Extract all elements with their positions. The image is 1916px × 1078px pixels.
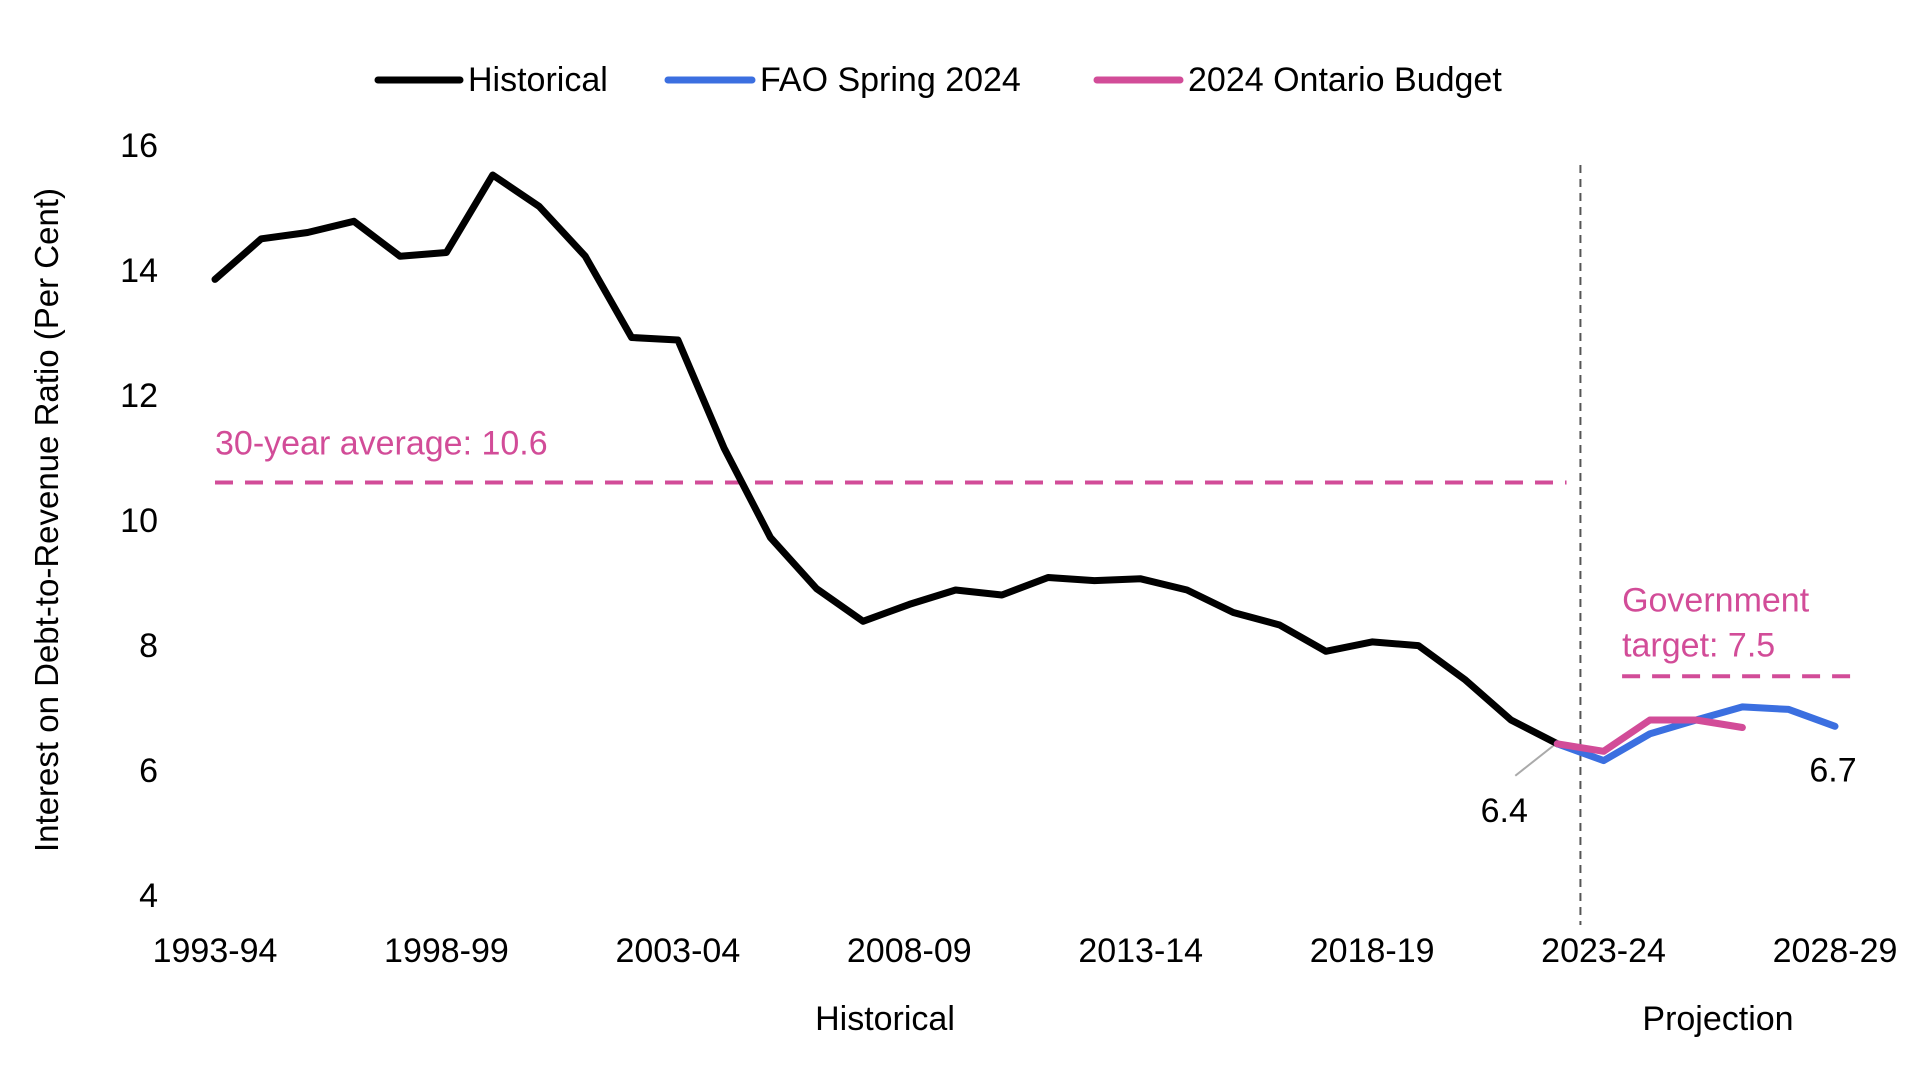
y-tick-label: 12 (120, 377, 158, 415)
series-line-historical (211, 171, 1561, 748)
section-label-projection: Projection (1642, 1000, 1793, 1038)
x-tick-label: 2013-14 (1078, 932, 1203, 970)
average-reference-label: 30-year average: 10.6 (215, 425, 548, 463)
series-layer (211, 171, 1839, 765)
legend-label-fao: FAO Spring 2024 (760, 61, 1021, 99)
annotation-leader-6-4 (1514, 744, 1554, 777)
x-tick-label: 1993-94 (153, 932, 278, 970)
x-tick-label: 2018-19 (1310, 932, 1435, 970)
x-tick-label: 2003-04 (615, 932, 740, 970)
y-tick-label: 14 (120, 252, 158, 290)
y-tick-label: 10 (120, 502, 158, 540)
legend-label-budget: 2024 Ontario Budget (1188, 61, 1502, 99)
series-line-ontario-budget (1553, 716, 1746, 755)
y-tick-label: 16 (120, 127, 158, 165)
x-axis-ticks: 1993-94 1998-99 2003-04 2008-09 2013-14 2018-… (153, 932, 1898, 970)
target-reference-label-line1: Government (1622, 581, 1810, 619)
target-reference-label-line2: target: 7.5 (1622, 626, 1775, 664)
y-axis-title: Interest on Debt-to-Revenue Ratio (Per C… (28, 188, 65, 852)
y-tick-label: 8 (139, 627, 158, 665)
legend-label-historical: Historical (468, 61, 608, 99)
x-tick-label: 2008-09 (847, 932, 972, 970)
x-tick-label: 2023-24 (1541, 932, 1666, 970)
y-tick-label: 6 (139, 752, 158, 790)
section-label-historical: Historical (815, 1000, 955, 1038)
x-tick-label: 2028-29 (1773, 932, 1898, 970)
y-tick-label: 4 (139, 877, 158, 915)
x-tick-label: 1998-99 (384, 932, 509, 970)
y-axis-ticks: 4 6 8 10 12 14 16 (120, 127, 158, 915)
legend: Historical FAO Spring 2024 2024 Ontario … (374, 61, 1502, 99)
annotation-last-historical: 6.4 (1481, 792, 1528, 830)
annotation-final-projection: 6.7 (1809, 751, 1856, 789)
